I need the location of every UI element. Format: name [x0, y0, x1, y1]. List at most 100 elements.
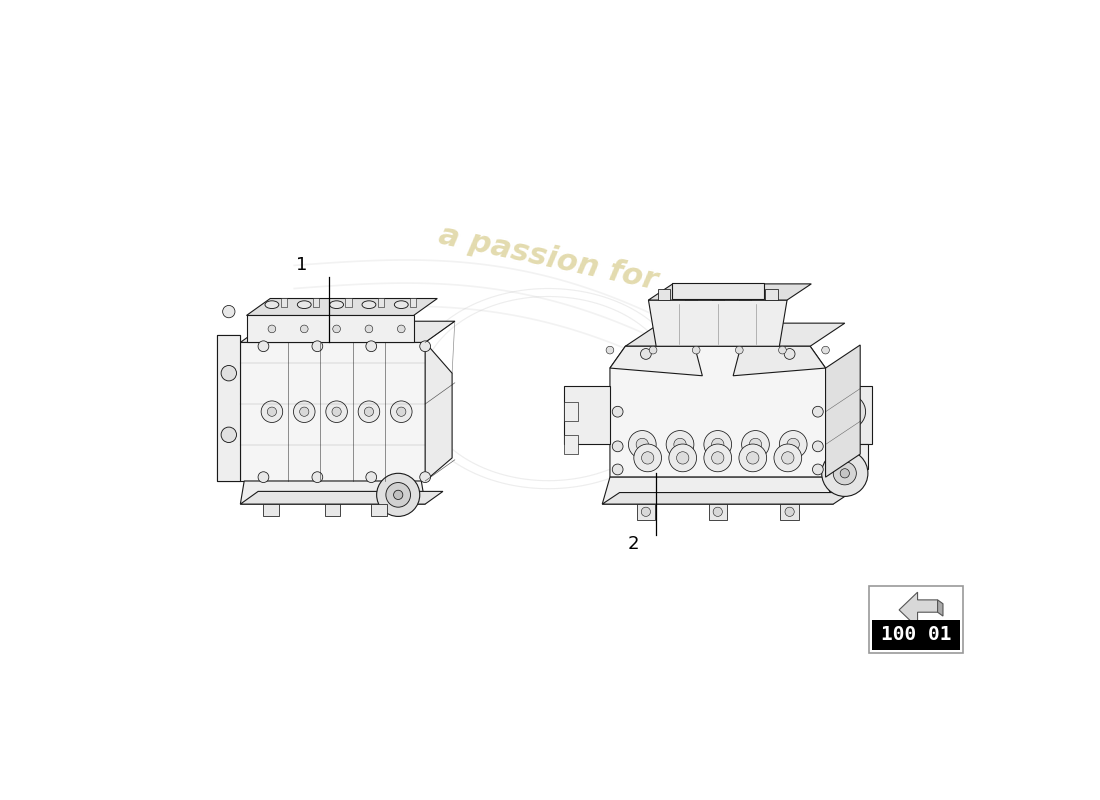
Circle shape: [774, 444, 802, 472]
Polygon shape: [825, 386, 871, 445]
Polygon shape: [609, 346, 703, 376]
Bar: [708, 504, 727, 519]
Circle shape: [784, 349, 795, 359]
Circle shape: [840, 404, 856, 419]
Polygon shape: [825, 445, 868, 470]
Circle shape: [741, 430, 769, 458]
Text: 100 01: 100 01: [881, 626, 952, 645]
Circle shape: [712, 452, 724, 464]
Bar: [871, 589, 960, 619]
Circle shape: [649, 346, 657, 354]
Circle shape: [332, 407, 341, 416]
Circle shape: [779, 346, 786, 354]
Polygon shape: [241, 491, 443, 504]
Text: a passion for: a passion for: [437, 220, 660, 295]
Circle shape: [712, 438, 724, 450]
Circle shape: [420, 472, 430, 482]
Circle shape: [676, 452, 689, 464]
Circle shape: [634, 444, 661, 472]
Circle shape: [636, 438, 648, 450]
Circle shape: [813, 464, 823, 475]
Bar: [871, 619, 960, 650]
Circle shape: [840, 469, 849, 478]
Circle shape: [606, 346, 614, 354]
Polygon shape: [684, 289, 697, 300]
Circle shape: [222, 429, 235, 441]
Circle shape: [376, 474, 420, 517]
Polygon shape: [658, 289, 670, 300]
Bar: [314, 298, 319, 307]
Ellipse shape: [362, 301, 376, 309]
Circle shape: [397, 407, 406, 416]
Ellipse shape: [265, 301, 279, 309]
Bar: [563, 402, 578, 421]
Polygon shape: [218, 334, 241, 481]
Circle shape: [394, 490, 403, 499]
Bar: [410, 298, 416, 307]
Circle shape: [641, 507, 650, 517]
Polygon shape: [712, 289, 724, 300]
Circle shape: [366, 472, 376, 482]
Circle shape: [669, 444, 696, 472]
Circle shape: [221, 427, 236, 442]
Circle shape: [390, 401, 412, 422]
Ellipse shape: [394, 301, 408, 309]
Polygon shape: [649, 284, 812, 300]
Polygon shape: [603, 493, 850, 504]
Bar: [780, 504, 799, 519]
Circle shape: [749, 438, 761, 450]
Circle shape: [397, 325, 405, 333]
Circle shape: [312, 472, 322, 482]
Circle shape: [779, 430, 807, 458]
Polygon shape: [241, 342, 425, 481]
Polygon shape: [733, 346, 825, 376]
Circle shape: [221, 366, 236, 381]
Circle shape: [713, 507, 723, 517]
Circle shape: [613, 441, 623, 452]
Text: 2: 2: [627, 535, 639, 553]
Circle shape: [261, 401, 283, 422]
Circle shape: [386, 482, 410, 507]
Circle shape: [300, 325, 308, 333]
Circle shape: [667, 430, 694, 458]
Circle shape: [364, 407, 374, 416]
Ellipse shape: [297, 301, 311, 309]
Polygon shape: [671, 283, 763, 298]
Circle shape: [834, 462, 856, 485]
Polygon shape: [825, 345, 860, 477]
Polygon shape: [609, 346, 825, 477]
Circle shape: [747, 452, 759, 464]
Polygon shape: [425, 342, 452, 481]
Circle shape: [366, 341, 376, 352]
Circle shape: [359, 401, 380, 422]
Bar: [869, 586, 962, 653]
Polygon shape: [738, 289, 751, 300]
Bar: [377, 298, 384, 307]
Polygon shape: [899, 592, 937, 628]
Text: 1: 1: [296, 256, 308, 274]
Circle shape: [782, 452, 794, 464]
Polygon shape: [937, 600, 943, 616]
Circle shape: [613, 464, 623, 475]
Ellipse shape: [330, 301, 343, 309]
Circle shape: [692, 346, 700, 354]
Polygon shape: [241, 481, 425, 504]
Bar: [372, 504, 387, 516]
Polygon shape: [218, 334, 241, 481]
Circle shape: [736, 346, 744, 354]
Circle shape: [365, 325, 373, 333]
Circle shape: [628, 430, 656, 458]
Circle shape: [267, 407, 276, 416]
Circle shape: [785, 507, 794, 517]
Bar: [345, 298, 352, 307]
Circle shape: [832, 394, 866, 429]
Bar: [326, 504, 341, 516]
Circle shape: [704, 444, 732, 472]
Polygon shape: [246, 315, 414, 342]
Bar: [280, 298, 287, 307]
Bar: [637, 504, 656, 519]
Circle shape: [268, 325, 276, 333]
Circle shape: [613, 406, 623, 417]
Circle shape: [222, 367, 235, 379]
Circle shape: [299, 407, 309, 416]
